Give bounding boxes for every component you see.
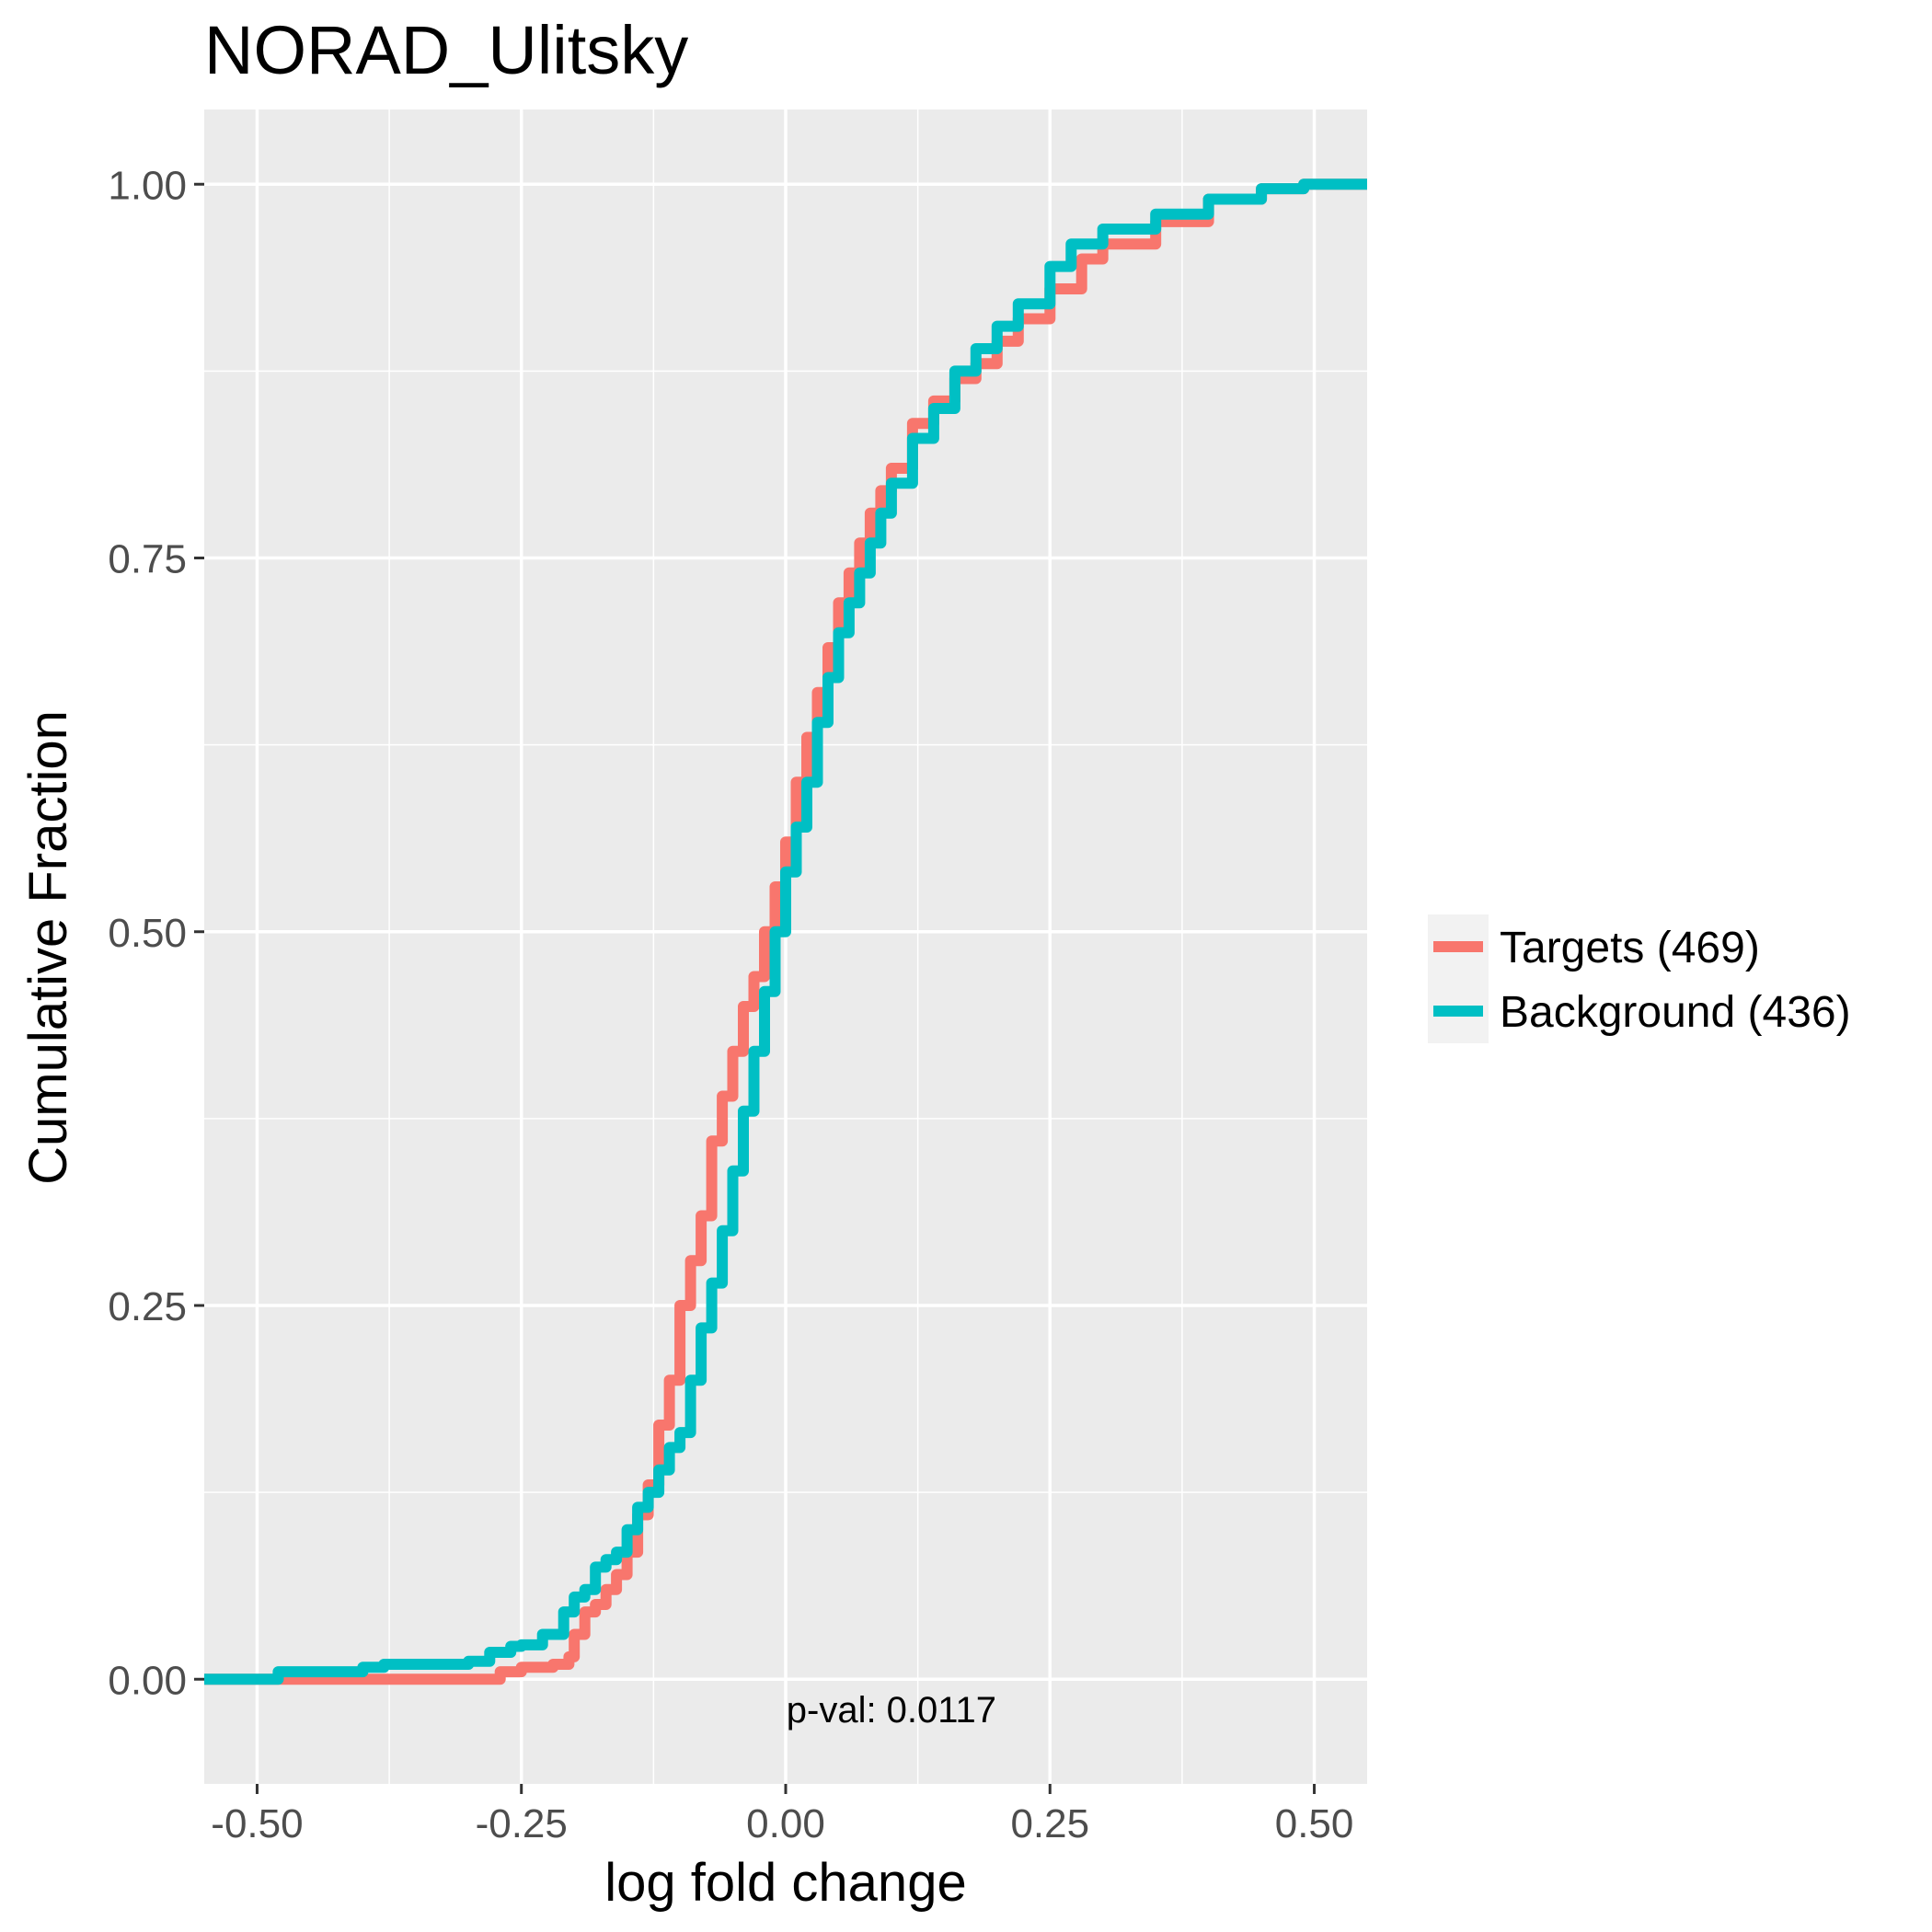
- y-tick-label: 0.00: [108, 1658, 187, 1703]
- grid-major: [204, 109, 1367, 1784]
- series-layer: [204, 178, 1367, 1685]
- y-tick-label: 0.50: [108, 911, 187, 956]
- y-tick-label: 0.75: [108, 537, 187, 582]
- y-axis: 0.00 0.25 0.50 0.75 1.00: [108, 163, 204, 1703]
- x-tick-label: -0.50: [211, 1801, 303, 1846]
- y-axis-title: Cumulative Fraction: [18, 710, 78, 1185]
- series-line-background: [204, 178, 1367, 1685]
- x-tick-label: 0.00: [746, 1801, 825, 1846]
- x-tick-label: 0.50: [1275, 1801, 1354, 1846]
- legend-label: Background (436): [1500, 988, 1851, 1037]
- x-axis-title: log fold change: [604, 1853, 966, 1913]
- chart-title: NORAD_Ulitsky: [204, 12, 688, 88]
- x-tick-label: -0.25: [476, 1801, 568, 1846]
- y-tick-label: 0.25: [108, 1284, 187, 1329]
- x-axis: -0.50 -0.25 0.00 0.25 0.50: [211, 1784, 1353, 1846]
- series-line-targets: [204, 178, 1367, 1685]
- y-tick-label: 1.00: [108, 163, 187, 208]
- legend-label: Targets (469): [1500, 924, 1760, 972]
- p-value-annotation: p-val: 0.0117: [787, 1690, 996, 1731]
- legend: Targets (469) Background (436): [1428, 914, 1851, 1043]
- x-tick-label: 0.25: [1010, 1801, 1089, 1846]
